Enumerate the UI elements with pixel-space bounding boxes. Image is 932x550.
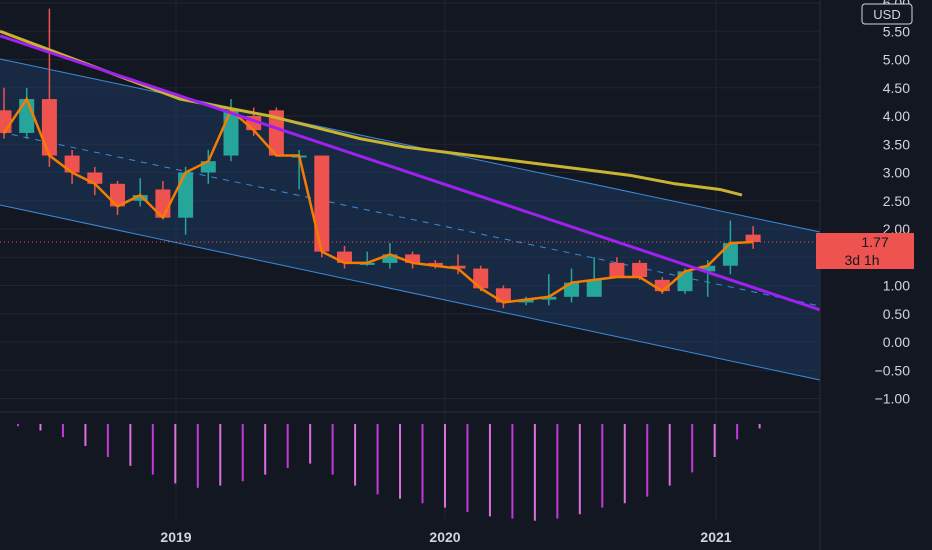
candle-body — [41, 99, 57, 156]
y-tick-label: 4.00 — [883, 108, 910, 124]
candle-body — [541, 296, 557, 300]
candle-body — [586, 279, 602, 297]
candle-body — [200, 161, 216, 173]
currency-label: USD — [873, 7, 900, 22]
candle-body — [473, 268, 489, 289]
timer-tag: 3d 1h — [816, 251, 914, 269]
y-tick-label: 3.50 — [883, 136, 910, 152]
candle-body — [745, 234, 761, 242]
candle-body — [314, 155, 330, 252]
price-tag-text: 1.77 — [861, 234, 888, 250]
candle-body — [654, 279, 670, 292]
x-tick-label: 2020 — [429, 529, 460, 545]
y-tick-label: 4.50 — [883, 80, 910, 96]
y-tick-label: −1.00 — [875, 391, 911, 407]
candle-body — [405, 254, 421, 263]
channel-upper-line — [0, 58, 821, 233]
y-tick-label: 2.50 — [883, 193, 910, 209]
candle-body — [632, 262, 648, 278]
regression-channel — [0, 59, 820, 380]
candle-body — [609, 262, 625, 278]
candle-body — [427, 262, 443, 266]
y-tick-label: 0.00 — [883, 334, 910, 350]
candle-body — [19, 99, 35, 133]
y-tick-label: 0.50 — [883, 306, 910, 322]
candle-body — [132, 195, 148, 201]
candle-body — [382, 254, 398, 263]
y-tick-label: −0.50 — [875, 362, 911, 378]
timer-tag-text: 3d 1h — [844, 252, 879, 268]
candle-body — [268, 110, 284, 156]
price-tag: 1.77 — [816, 233, 914, 251]
y-tick-label: 1.00 — [883, 278, 910, 294]
channel-lower-line — [0, 204, 821, 381]
candle-body — [700, 265, 716, 272]
candle-body — [0, 110, 12, 133]
candle-body — [677, 271, 693, 292]
x-tick-label: 2021 — [700, 529, 731, 545]
candle-body — [722, 243, 738, 266]
y-tick-label: 3.00 — [883, 165, 910, 181]
time-axis[interactable]: 2019 2020 2021 — [160, 529, 731, 545]
candle-body — [178, 172, 194, 218]
histogram-indicator — [17, 424, 761, 521]
candle-body — [518, 299, 534, 303]
candle-body — [223, 110, 239, 156]
candle-body — [337, 251, 352, 263]
x-tick-label: 2019 — [160, 529, 191, 545]
price-axis[interactable]: 6.005.505.004.504.003.503.002.502.001.50… — [875, 0, 911, 407]
y-tick-label: 5.50 — [883, 23, 910, 39]
purple-trend-line — [0, 34, 821, 312]
candle-body — [87, 172, 103, 184]
candle-body — [450, 265, 466, 269]
candle-body — [110, 183, 125, 207]
currency-button[interactable]: USD — [861, 3, 913, 25]
orange-close-line — [2, 96, 754, 304]
y-tick-label: 5.00 — [883, 52, 910, 68]
